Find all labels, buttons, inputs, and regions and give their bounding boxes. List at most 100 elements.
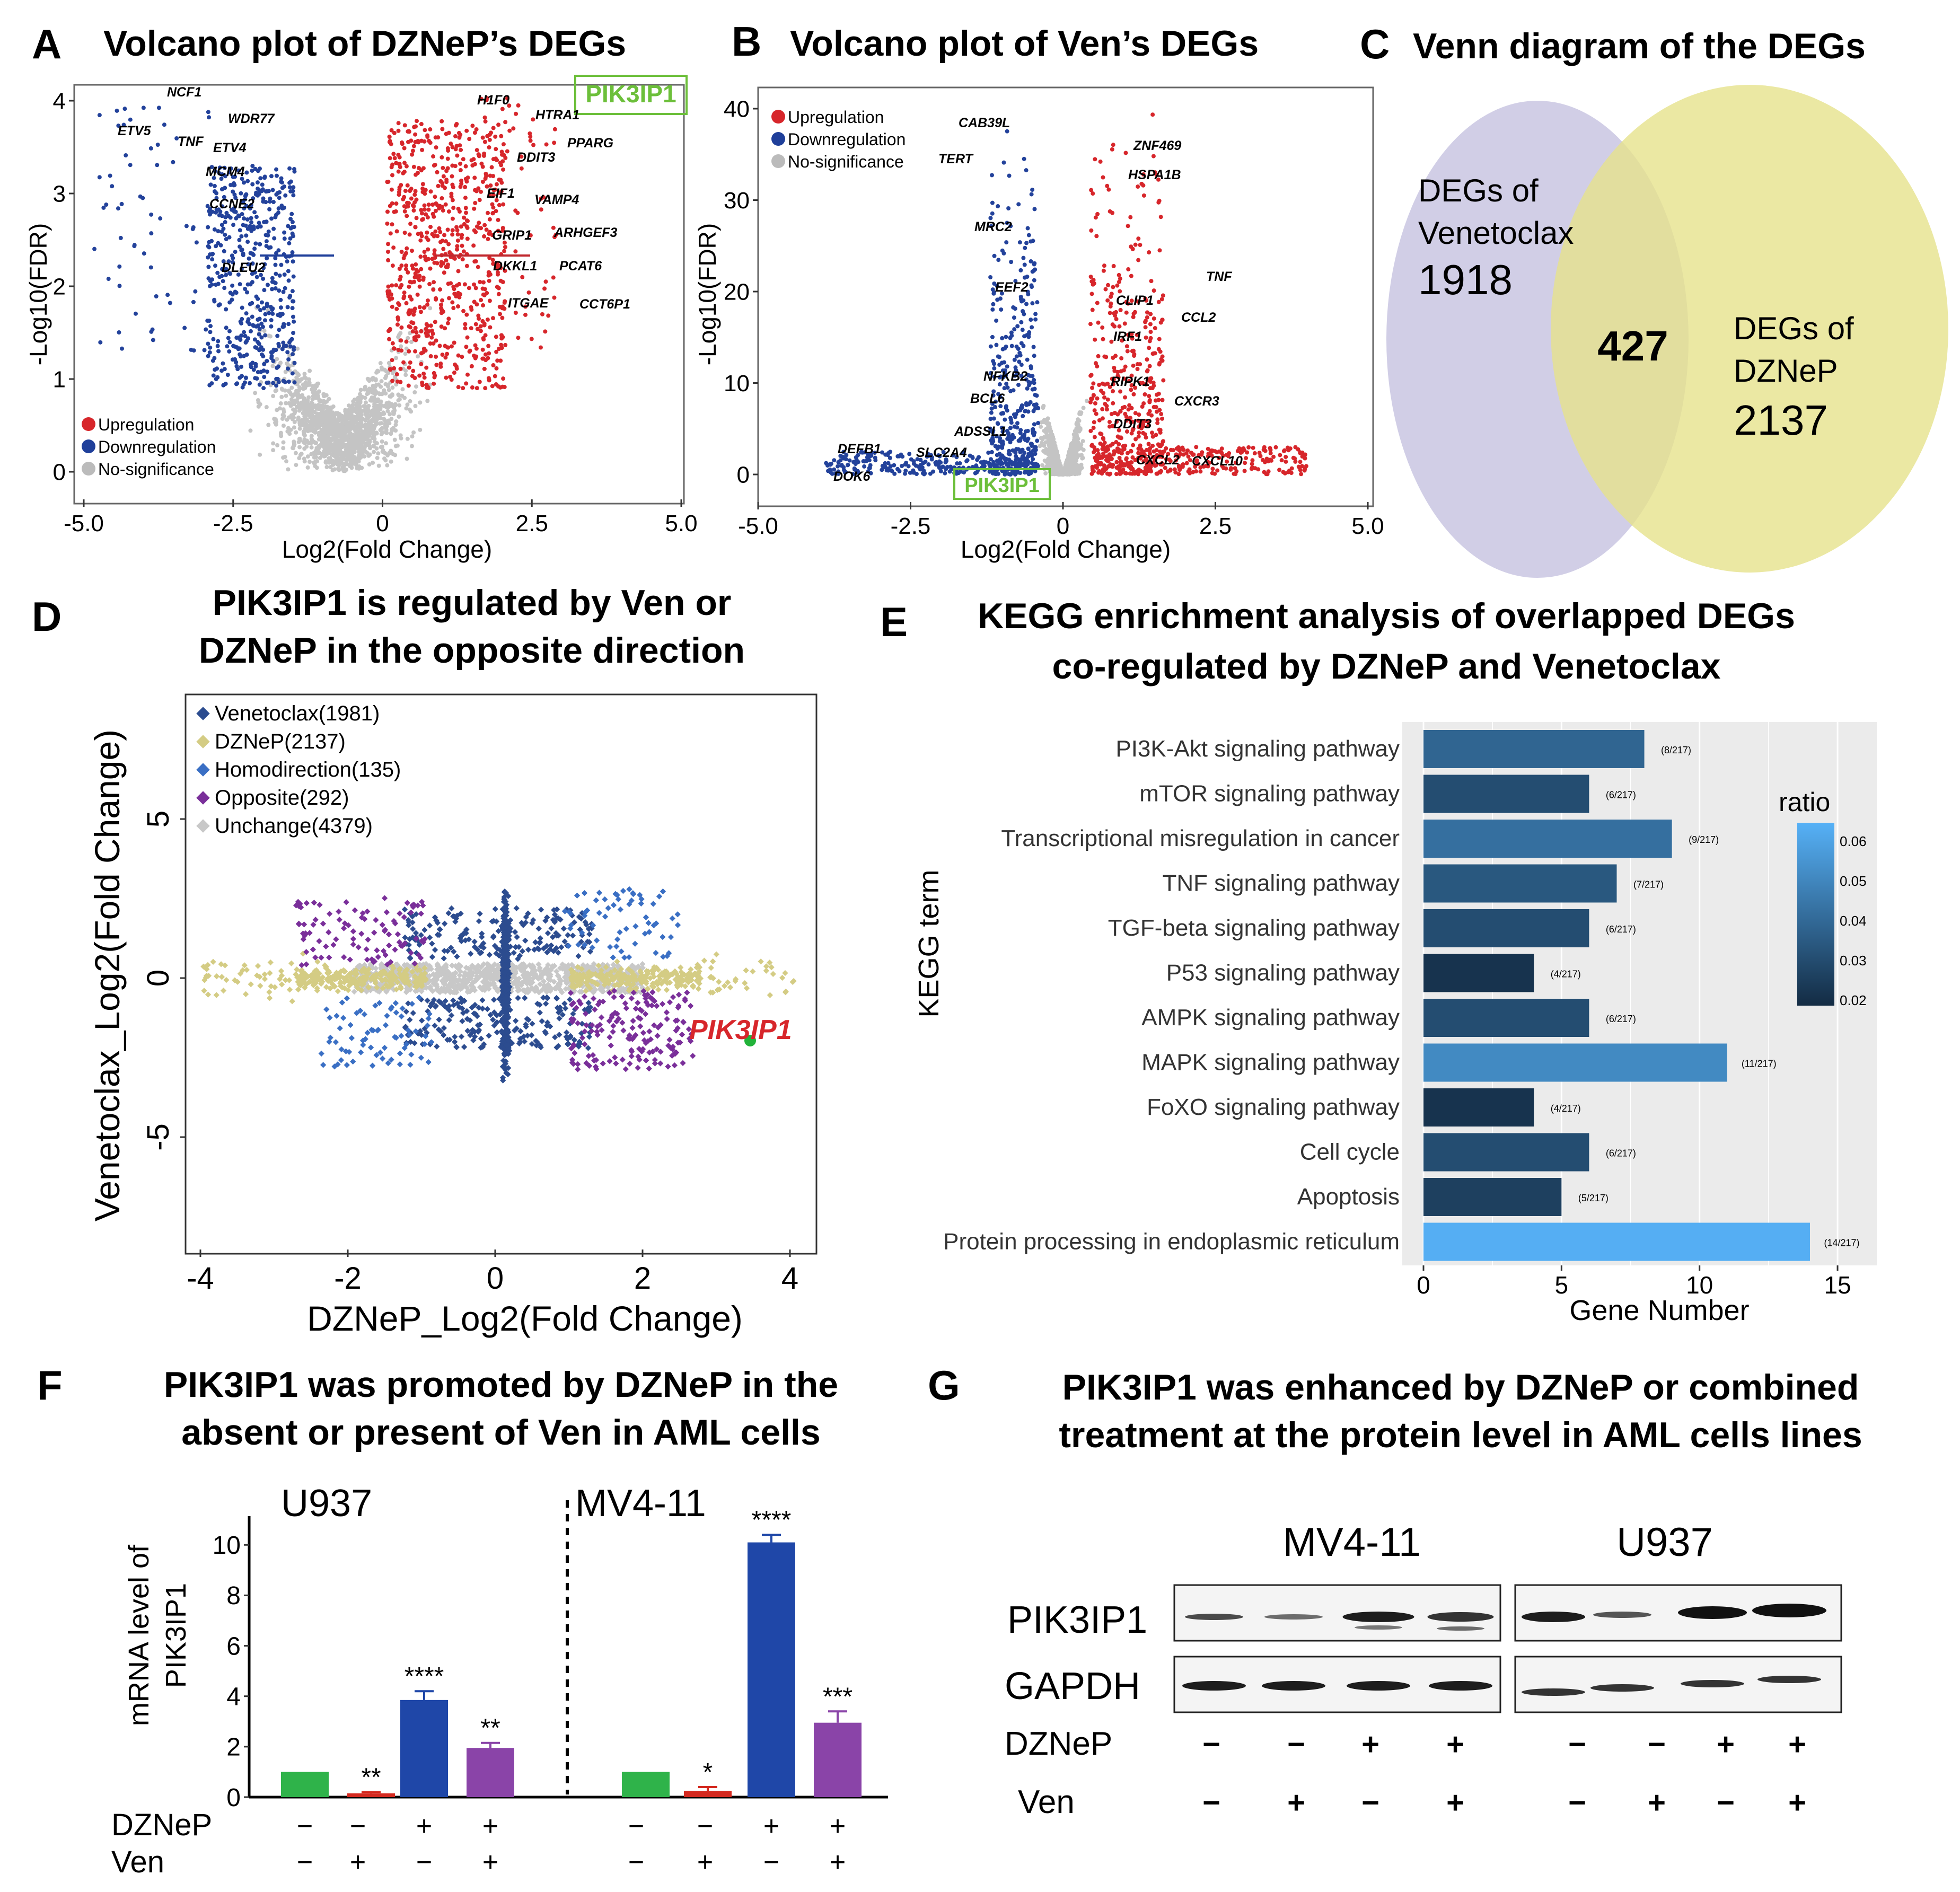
- nonsig-point: [357, 438, 362, 443]
- down-point: [1011, 461, 1016, 466]
- nonsig-point: [1048, 430, 1053, 435]
- down-point: [278, 305, 283, 310]
- up-point: [503, 299, 507, 304]
- gene-label: EIF1: [487, 186, 515, 201]
- nonsig-point: [278, 401, 283, 406]
- up-point: [1149, 279, 1154, 284]
- panel-a-x-tick-label: 2.5: [516, 511, 548, 536]
- up-point: [1282, 448, 1287, 453]
- nonsig-point: [365, 413, 370, 418]
- down-point: [156, 105, 161, 110]
- down-point: [104, 203, 109, 207]
- nonsig-point: [363, 400, 368, 405]
- up-point: [471, 243, 476, 248]
- up-point: [552, 295, 557, 300]
- up-point: [1089, 397, 1094, 401]
- down-point: [261, 199, 266, 204]
- down-point: [1031, 409, 1036, 413]
- down-point: [222, 249, 226, 253]
- down-point: [273, 256, 278, 261]
- nonsig-point: [1051, 460, 1056, 464]
- down-point: [239, 234, 244, 239]
- up-point: [487, 231, 491, 236]
- up-point: [400, 140, 405, 145]
- up-point: [408, 222, 413, 226]
- down-point: [120, 346, 125, 351]
- down-point: [1008, 426, 1013, 430]
- up-point: [396, 169, 401, 174]
- up-point: [417, 274, 422, 278]
- up-point: [433, 162, 437, 167]
- down-point: [282, 184, 287, 189]
- down-point: [283, 286, 287, 291]
- up-point: [440, 298, 445, 303]
- nonsig-point: [378, 407, 383, 411]
- down-point: [260, 182, 265, 187]
- down-point: [155, 163, 160, 168]
- down-point: [999, 307, 1004, 312]
- up-point: [467, 137, 472, 142]
- down-point: [1005, 364, 1009, 369]
- down-point: [997, 362, 1002, 367]
- nonsig-point: [393, 428, 398, 433]
- nonsig-point: [380, 367, 384, 372]
- down-point: [228, 182, 233, 187]
- down-point: [245, 179, 250, 183]
- down-point: [938, 460, 943, 465]
- up-point: [476, 225, 481, 230]
- up-point: [1157, 198, 1162, 203]
- up-point: [1153, 325, 1157, 330]
- down-point: [286, 224, 291, 228]
- down-point: [248, 282, 253, 287]
- up-point: [478, 279, 482, 284]
- up-point: [452, 371, 456, 375]
- up-point: [498, 278, 503, 283]
- down-point: [1019, 406, 1024, 411]
- down-point: [1006, 452, 1011, 456]
- up-point: [426, 237, 430, 242]
- up-point: [1138, 243, 1142, 248]
- down-point: [215, 344, 220, 348]
- up-point: [409, 280, 414, 285]
- up-point: [437, 344, 442, 348]
- down-point: [209, 239, 214, 243]
- up-point: [1128, 215, 1133, 219]
- up-point: [422, 375, 427, 380]
- nonsig-point: [341, 418, 346, 423]
- nonsig-point: [1081, 406, 1086, 410]
- up-point: [1088, 322, 1093, 327]
- up-point: [441, 208, 445, 213]
- nonsig-point: [1054, 469, 1059, 473]
- up-point: [1142, 392, 1147, 397]
- down-point: [106, 277, 111, 281]
- down-point: [269, 318, 274, 322]
- down-point: [1022, 262, 1027, 267]
- up-point: [1093, 337, 1097, 342]
- down-point: [193, 289, 198, 294]
- down-point: [239, 364, 244, 369]
- down-point: [142, 251, 146, 256]
- down-point: [256, 369, 260, 374]
- down-point: [115, 108, 119, 113]
- nonsig-point: [386, 388, 391, 392]
- nonsig-point: [293, 451, 298, 455]
- up-point: [1117, 467, 1122, 472]
- down-point: [921, 461, 926, 465]
- down-point: [155, 143, 160, 147]
- down-point: [1015, 425, 1019, 430]
- nonsig-point: [288, 427, 293, 432]
- down-point: [995, 297, 1000, 302]
- up-point: [458, 292, 463, 296]
- up-point: [397, 190, 401, 195]
- down-point: [938, 466, 943, 471]
- gene-label: NCF1: [167, 85, 201, 100]
- up-point: [402, 146, 407, 151]
- up-point: [420, 380, 425, 385]
- down-point: [1035, 438, 1040, 443]
- nonsig-point: [319, 399, 323, 403]
- nonsig-point: [285, 362, 290, 366]
- down-point: [128, 163, 133, 168]
- down-point: [1020, 328, 1025, 332]
- up-point: [1138, 443, 1142, 448]
- down-point: [277, 328, 282, 332]
